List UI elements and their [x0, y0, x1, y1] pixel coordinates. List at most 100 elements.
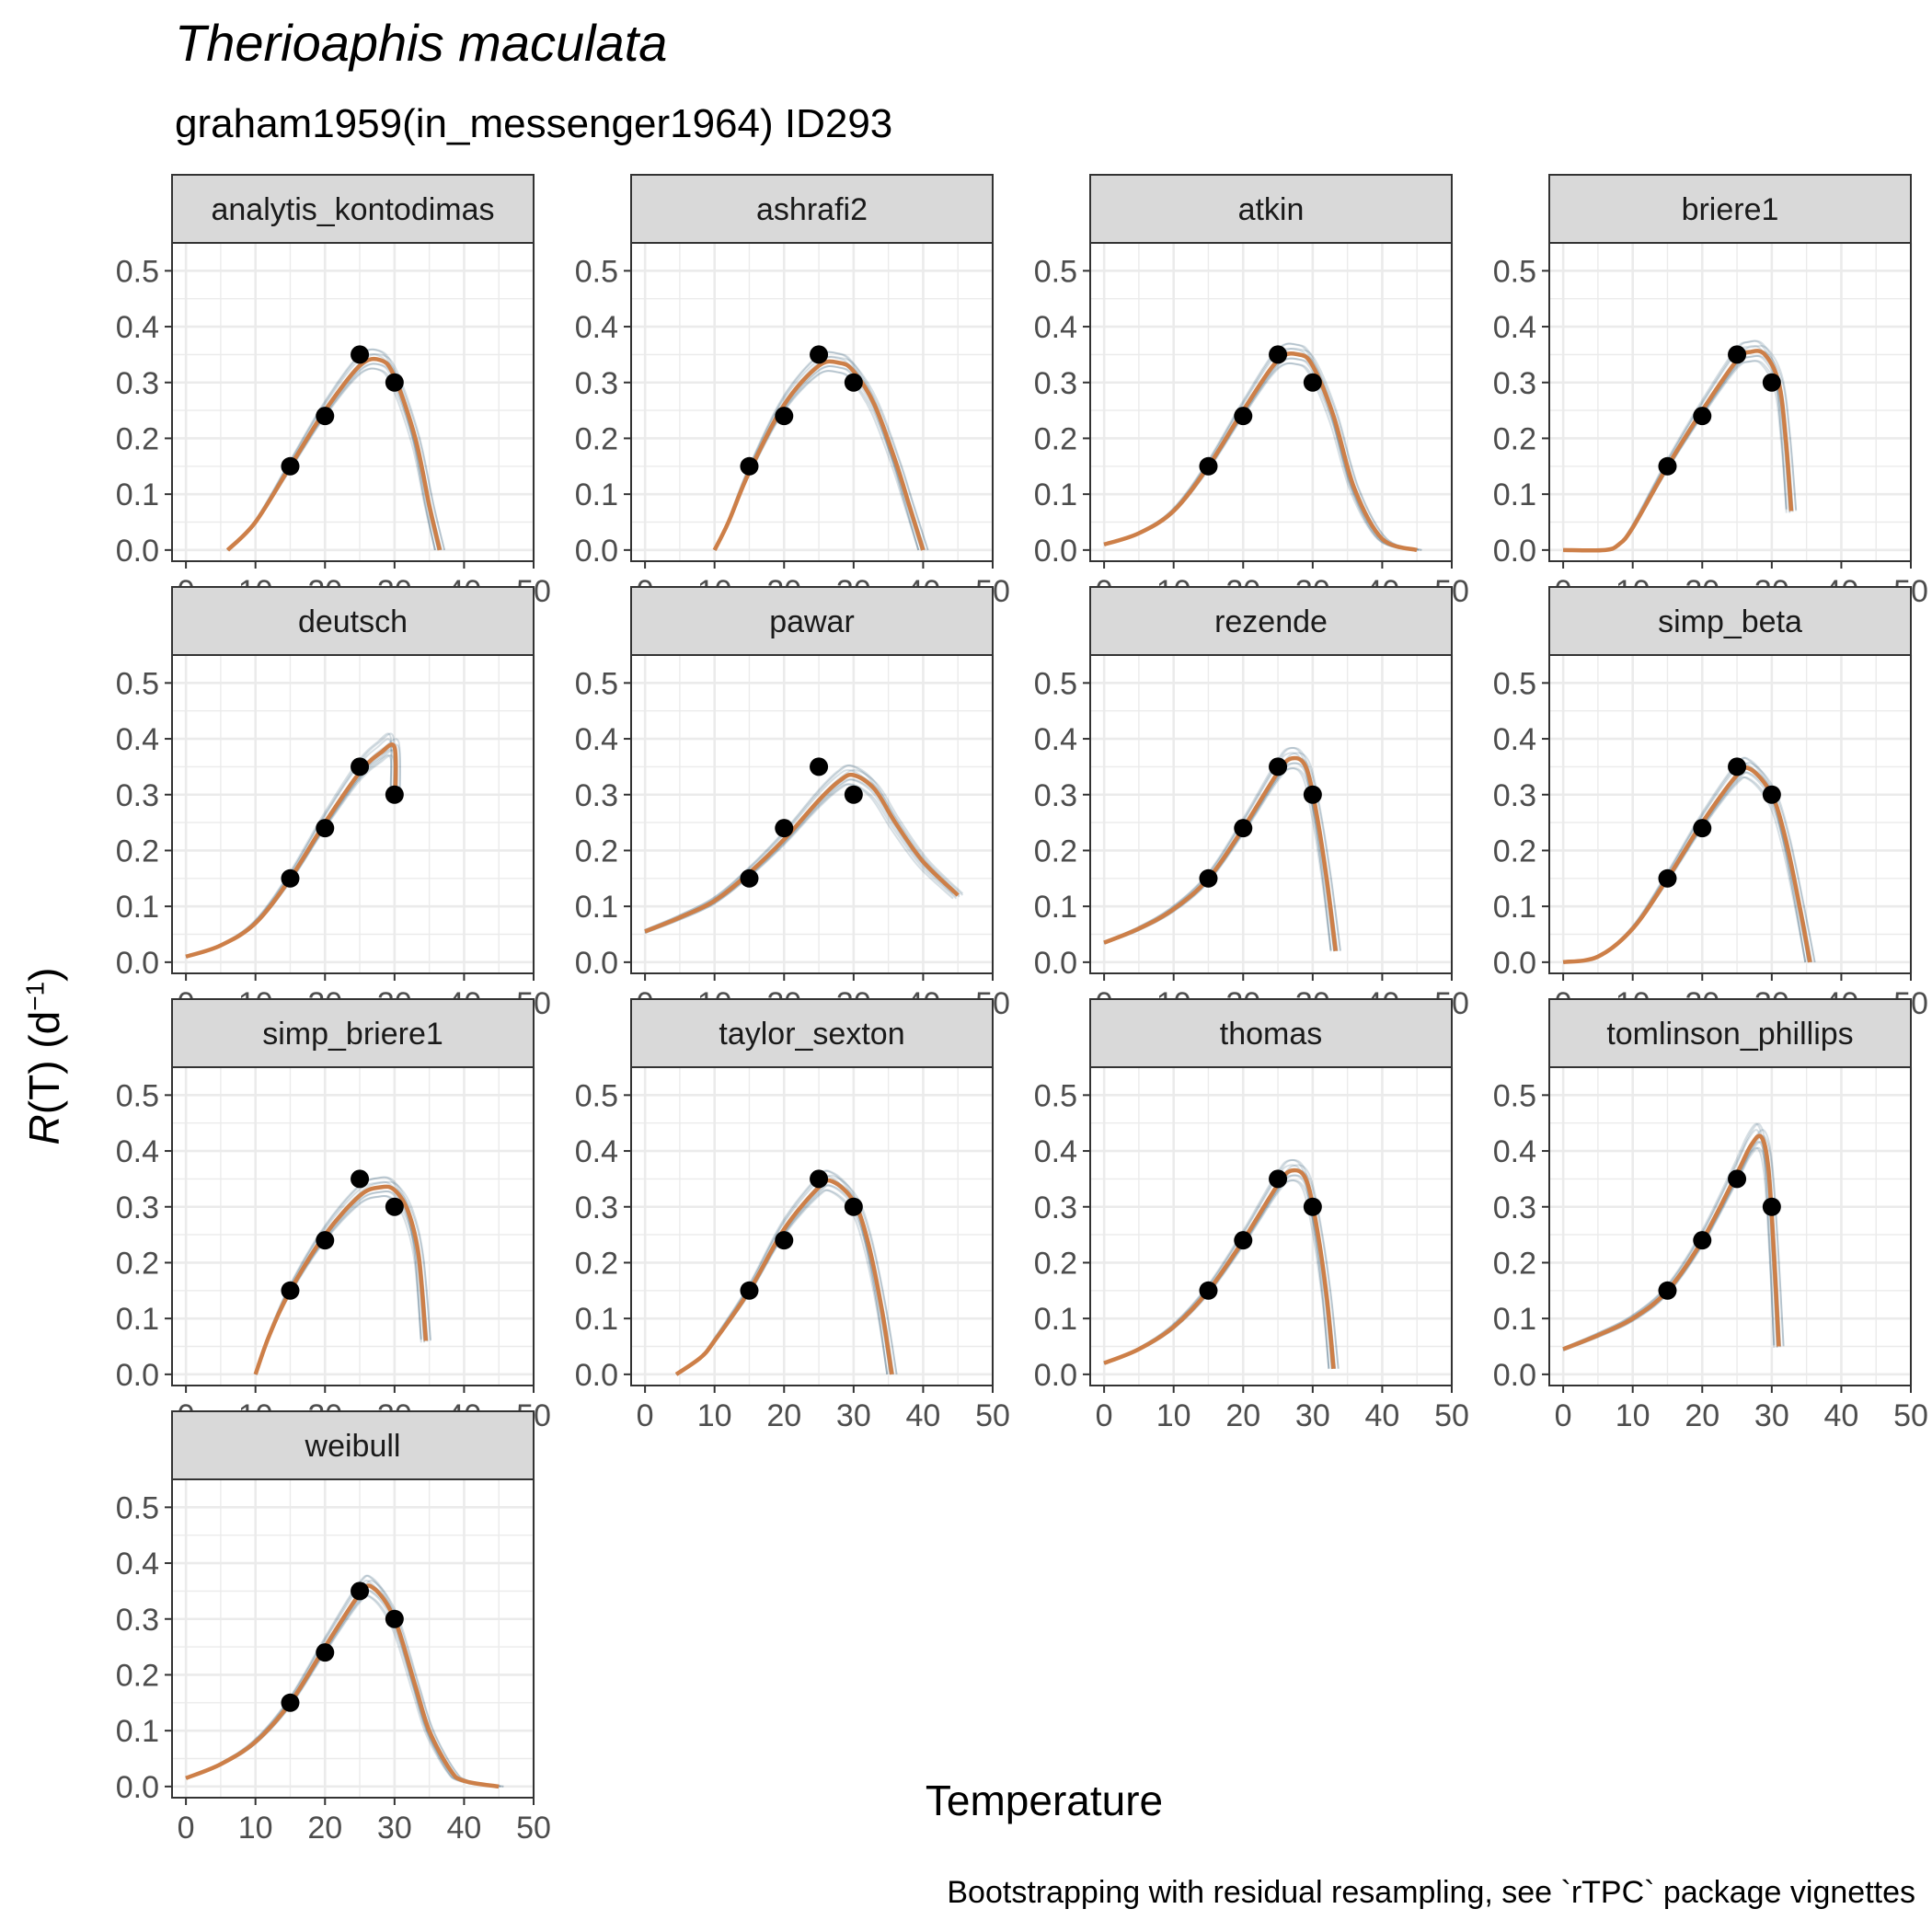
chart-caption: Bootstrapping with residual resampling, … [947, 1875, 1915, 1910]
data-point [1693, 819, 1712, 838]
facet-strip [171, 586, 535, 656]
data-point [281, 1693, 300, 1712]
bootstrap-curve [644, 783, 958, 935]
y-tick-label: 0.2 [1034, 1246, 1077, 1281]
chart-title: Therioaphis maculata [175, 14, 668, 72]
data-point [1658, 456, 1677, 476]
facet-panel-briere1: briere1010203040500.00.10.20.30.40.5 [1493, 174, 1928, 609]
chart-subtitle: graham1959(in_messenger1964) ID293 [175, 101, 893, 146]
y-tick-label: 0.2 [575, 1246, 618, 1281]
y-tick-label: 0.5 [575, 666, 618, 701]
x-tick-label: 20 [1685, 1398, 1719, 1433]
panel-border [1548, 242, 1912, 562]
y-tick-label: 0.1 [575, 1302, 618, 1337]
data-point [1199, 1281, 1218, 1300]
fitted-curve [225, 356, 443, 552]
data-point [1762, 373, 1781, 392]
y-tick-label: 0.1 [1493, 1302, 1536, 1337]
facet-strip [171, 998, 535, 1068]
data-point [810, 1169, 829, 1189]
y-tick-label: 0.1 [1493, 477, 1536, 512]
y-tick-label: 0.3 [1034, 1190, 1077, 1225]
facet-panel-simp-beta: simp_beta010203040500.00.10.20.30.40.5 [1493, 586, 1928, 1021]
y-tick-label: 0.2 [116, 834, 159, 868]
data-point [1269, 345, 1288, 364]
panel-background [1090, 243, 1452, 561]
x-tick-label: 30 [836, 1398, 871, 1433]
fitted-curve [1563, 349, 1794, 553]
y-tick-label: 0.1 [1034, 1302, 1077, 1337]
y-axis-label-close: ) [20, 967, 68, 982]
data-point [740, 868, 759, 888]
x-tick-label: 20 [1225, 1398, 1260, 1433]
data-point [810, 345, 829, 364]
x-tick-label: 30 [1295, 1398, 1330, 1433]
y-tick-label: 0.2 [1034, 834, 1077, 868]
panel-border [1548, 654, 1912, 974]
panel-border [1548, 1066, 1912, 1386]
y-axis-label-italic: R [20, 1114, 68, 1145]
y-tick-label: 0.5 [116, 254, 159, 289]
data-point [1762, 785, 1781, 804]
x-tick-label: 0 [637, 1398, 654, 1433]
y-tick-label: 0.5 [116, 1078, 159, 1113]
facet-panel-rezende: rezende010203040500.00.10.20.30.40.5 [1034, 586, 1469, 1021]
y-tick-label: 0.5 [575, 1078, 618, 1113]
bootstrap-curve [713, 351, 920, 551]
data-point [775, 819, 794, 838]
panel-background [172, 1067, 534, 1386]
data-point [351, 1169, 370, 1189]
y-tick-label: 0.5 [116, 666, 159, 701]
data-point [1199, 456, 1218, 476]
x-tick-label: 30 [377, 1811, 412, 1846]
data-point [1303, 373, 1322, 392]
facet-panel-analytis-kontodimas: analytis_kontodimas010203040500.00.10.20… [116, 174, 551, 609]
data-point [1693, 1231, 1712, 1250]
data-point [1658, 868, 1677, 888]
y-tick-label: 0.3 [1493, 1190, 1536, 1225]
x-tick-label: 50 [975, 1398, 1010, 1433]
data-point [1303, 1197, 1322, 1216]
panel-border [630, 242, 994, 562]
x-tick-label: 20 [307, 1811, 342, 1846]
facet-strip-label: ashrafi2 [756, 192, 868, 227]
facet-panel-pawar: pawar010203040500.00.10.20.30.40.5 [575, 586, 1010, 1021]
data-point [385, 1609, 404, 1628]
data-point [1658, 1281, 1677, 1300]
y-tick-label: 0.2 [575, 421, 618, 456]
fitted-curve [644, 772, 960, 934]
panel-background [172, 1479, 534, 1798]
panel-border [1089, 242, 1453, 562]
facet-strip-label: pawar [769, 604, 855, 639]
facet-strip-label: simp_beta [1658, 604, 1802, 639]
data-point [1728, 345, 1747, 364]
panel-border [171, 242, 535, 562]
data-point [316, 407, 335, 426]
data-point [1269, 1169, 1288, 1189]
facet-strip [1548, 586, 1912, 656]
y-tick-label: 0.3 [1034, 366, 1077, 401]
data-point [1762, 1197, 1781, 1216]
data-point [740, 1281, 759, 1300]
panel-background [172, 655, 534, 973]
y-tick-label: 0.0 [1034, 534, 1077, 569]
bootstrap-curve [185, 1574, 495, 1788]
panel-background [1090, 1067, 1452, 1386]
y-tick-label: 0.2 [1034, 421, 1077, 456]
data-point [844, 785, 863, 804]
data-point [351, 345, 370, 364]
y-tick-label: 0.0 [116, 1358, 159, 1393]
y-tick-label: 0.0 [1034, 946, 1077, 981]
y-tick-label: 0.2 [116, 1246, 159, 1281]
facet-strip-label: atkin [1238, 192, 1305, 227]
data-point [385, 1197, 404, 1216]
y-axis-label-text: (T) (d [20, 1010, 68, 1115]
y-tick-label: 0.4 [575, 1134, 618, 1169]
x-tick-label: 40 [447, 1811, 482, 1846]
panel-background [1549, 1067, 1911, 1386]
y-tick-label: 0.5 [1493, 254, 1536, 289]
panel-border [171, 1478, 535, 1799]
y-tick-label: 0.5 [1034, 254, 1077, 289]
data-point [316, 819, 335, 838]
